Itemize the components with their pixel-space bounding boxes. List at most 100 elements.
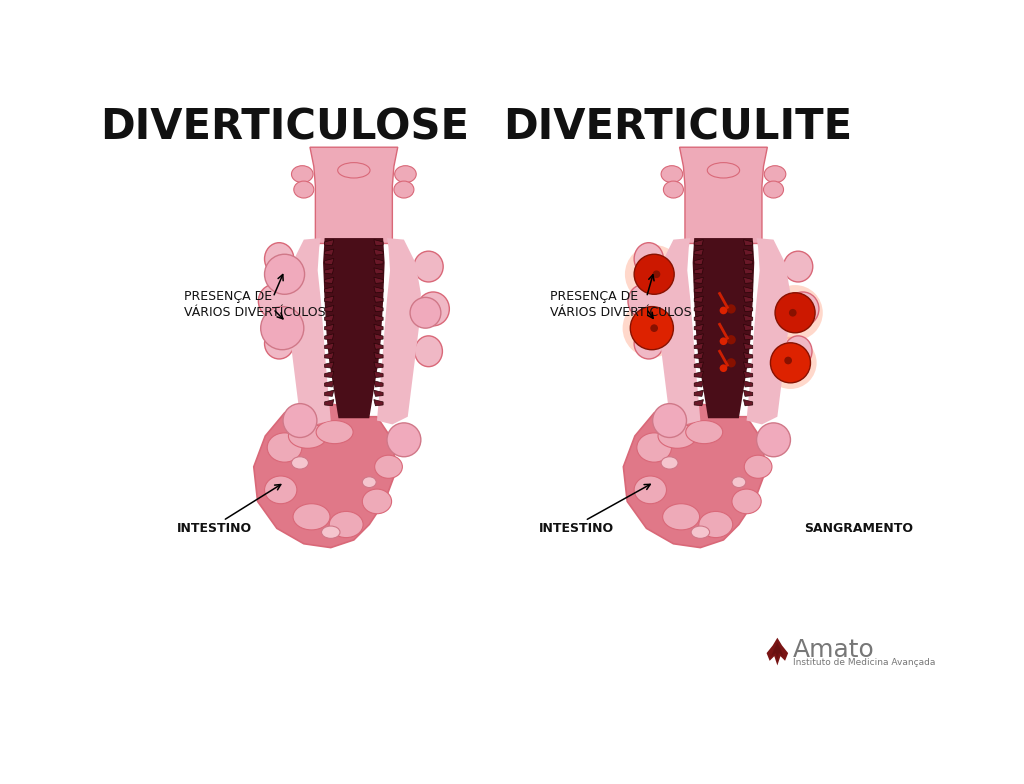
Polygon shape xyxy=(694,278,703,283)
Ellipse shape xyxy=(322,526,340,539)
Polygon shape xyxy=(325,296,334,303)
Polygon shape xyxy=(743,400,753,406)
Ellipse shape xyxy=(264,476,297,504)
Circle shape xyxy=(625,245,683,303)
Polygon shape xyxy=(374,278,383,283)
Polygon shape xyxy=(692,238,755,418)
Ellipse shape xyxy=(764,181,783,198)
Ellipse shape xyxy=(634,243,664,275)
Polygon shape xyxy=(743,325,753,331)
Polygon shape xyxy=(694,362,703,368)
Polygon shape xyxy=(325,343,334,350)
Ellipse shape xyxy=(634,328,664,359)
Ellipse shape xyxy=(686,420,723,444)
Polygon shape xyxy=(694,390,703,397)
Ellipse shape xyxy=(764,165,785,183)
Ellipse shape xyxy=(289,423,327,448)
Circle shape xyxy=(727,304,736,314)
Ellipse shape xyxy=(264,328,294,359)
Text: Instituto de Medicina Avançada: Instituto de Medicina Avançada xyxy=(793,658,935,667)
Polygon shape xyxy=(374,343,383,350)
Polygon shape xyxy=(325,353,334,359)
Polygon shape xyxy=(694,249,703,255)
Ellipse shape xyxy=(267,433,302,462)
Polygon shape xyxy=(624,401,766,547)
Polygon shape xyxy=(694,315,703,321)
Polygon shape xyxy=(374,353,383,359)
Polygon shape xyxy=(310,147,397,244)
Ellipse shape xyxy=(264,243,294,275)
Polygon shape xyxy=(694,296,703,303)
Ellipse shape xyxy=(394,165,416,183)
Ellipse shape xyxy=(292,457,308,469)
Text: INTESTINO: INTESTINO xyxy=(539,522,613,535)
PathPatch shape xyxy=(767,637,788,666)
Polygon shape xyxy=(694,287,703,293)
Circle shape xyxy=(727,335,736,344)
Circle shape xyxy=(652,270,660,278)
Ellipse shape xyxy=(658,423,696,448)
Polygon shape xyxy=(325,278,334,283)
Circle shape xyxy=(720,365,727,372)
Polygon shape xyxy=(743,240,753,245)
Polygon shape xyxy=(743,287,753,293)
Circle shape xyxy=(623,299,681,358)
Polygon shape xyxy=(694,372,703,378)
Polygon shape xyxy=(374,315,383,321)
Ellipse shape xyxy=(637,433,672,462)
Circle shape xyxy=(764,336,816,389)
Ellipse shape xyxy=(732,489,761,514)
Circle shape xyxy=(757,423,791,457)
Circle shape xyxy=(720,337,727,345)
Text: PRESENÇA DE
VÁRIOS DIVERTÍCULOS: PRESENÇA DE VÁRIOS DIVERTÍCULOS xyxy=(184,289,326,318)
Circle shape xyxy=(788,309,797,317)
Ellipse shape xyxy=(362,489,391,514)
Polygon shape xyxy=(694,353,703,359)
Ellipse shape xyxy=(744,456,772,478)
Circle shape xyxy=(387,423,421,457)
Circle shape xyxy=(727,358,736,368)
Polygon shape xyxy=(694,259,703,264)
Polygon shape xyxy=(325,362,334,368)
Polygon shape xyxy=(374,306,383,312)
Polygon shape xyxy=(325,287,334,293)
Circle shape xyxy=(767,285,823,340)
Ellipse shape xyxy=(414,251,443,282)
Polygon shape xyxy=(374,362,383,368)
Polygon shape xyxy=(374,372,383,378)
Polygon shape xyxy=(743,268,753,274)
Polygon shape xyxy=(325,249,334,255)
Ellipse shape xyxy=(662,457,678,469)
Polygon shape xyxy=(656,238,700,424)
Text: PRESENÇA DE
VÁRIOS DIVERTÍCULOS: PRESENÇA DE VÁRIOS DIVERTÍCULOS xyxy=(550,289,692,318)
Polygon shape xyxy=(743,306,753,312)
Ellipse shape xyxy=(330,511,364,538)
Polygon shape xyxy=(325,400,334,406)
Polygon shape xyxy=(694,334,703,340)
Polygon shape xyxy=(743,249,753,255)
Ellipse shape xyxy=(628,285,660,318)
Ellipse shape xyxy=(663,504,699,530)
Polygon shape xyxy=(694,240,703,245)
Polygon shape xyxy=(694,325,703,331)
Circle shape xyxy=(261,307,304,350)
Ellipse shape xyxy=(417,292,450,326)
Ellipse shape xyxy=(294,181,313,198)
Polygon shape xyxy=(374,400,383,406)
Ellipse shape xyxy=(786,292,819,326)
Polygon shape xyxy=(743,334,753,340)
Polygon shape xyxy=(374,334,383,340)
Polygon shape xyxy=(325,315,334,321)
Ellipse shape xyxy=(415,336,442,367)
Polygon shape xyxy=(374,381,383,387)
Ellipse shape xyxy=(634,476,667,504)
Polygon shape xyxy=(743,278,753,283)
Text: DIVERTICULOSE: DIVERTICULOSE xyxy=(100,107,469,149)
Polygon shape xyxy=(325,268,334,274)
Ellipse shape xyxy=(708,162,739,178)
Polygon shape xyxy=(325,334,334,340)
Polygon shape xyxy=(325,381,334,387)
Polygon shape xyxy=(743,343,753,350)
Ellipse shape xyxy=(293,504,330,530)
Polygon shape xyxy=(374,296,383,303)
